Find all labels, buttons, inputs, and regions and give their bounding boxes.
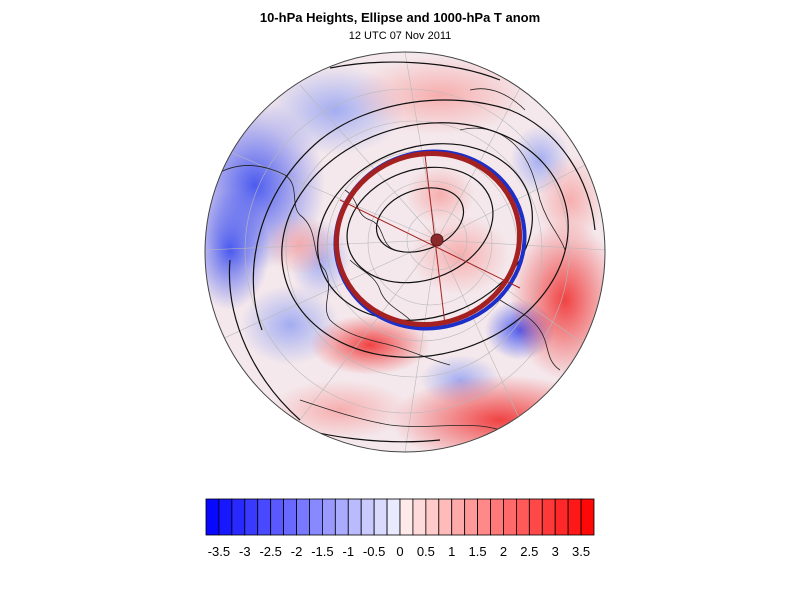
ellipse-red [333,151,523,327]
chart-title: 10-hPa Heights, Ellipse and 1000-hPa T a… [259,10,541,25]
colorbar-tick-label: 0 [396,544,404,559]
colorbar-tick-label: 2 [499,544,508,559]
vortex-ellipse [333,149,527,331]
colorbar-tick-label: -2 [290,544,303,559]
colorbar-segment [360,498,375,536]
colorbar-segment [425,498,440,536]
colorbar-segment [283,498,297,536]
colorbar-tick-label: 0.5 [416,544,435,559]
colorbar-tick-label: -1.5 [311,544,334,559]
colorbar-segment [218,498,233,536]
colorbar-segment [451,498,466,536]
colorbar-tick-label: -2.5 [259,544,282,559]
colorbar-segment [516,498,530,536]
colorbar-segment [347,498,362,536]
colorbar-tick-label: -0.5 [362,544,386,559]
colorbar-segment [205,498,220,536]
colorbar-segment [373,498,388,536]
colorbar-segment [231,498,246,536]
colorbar-tick-label: 1 [448,544,456,559]
colorbar-segment [321,498,336,536]
colorbar-segment [554,498,569,536]
colorbar-tick-label: -3.5 [207,544,231,559]
colorbar-segment [270,498,284,536]
colorbar-segment [477,498,491,536]
colorbar-tick-label: -3 [239,544,251,559]
colorbar-segment [438,498,453,536]
colorbar-tick-label: 1.5 [468,544,487,559]
colorbar-segment [503,498,517,536]
colorbar-segment [296,498,310,536]
chart-subtitle: 12 UTC 07 Nov 2011 [348,30,452,42]
colorbar-segment [257,498,272,536]
vortex-center-marker [430,233,444,247]
major-axis-line [339,199,521,289]
colorbar-segment [490,498,504,536]
colorbar-segment [334,498,349,536]
colorbar-tick-label: -1 [342,544,355,559]
globe-outline [204,51,606,453]
colorbar-tick-label: 3 [551,544,559,559]
colorbar-segment [464,498,478,536]
colorbar-segment [386,498,401,536]
colorbar-segment [541,498,556,536]
colorbar-segment [244,498,259,536]
height-contours [228,61,596,443]
colorbar-segment [528,498,543,536]
colorbar-tick-label: 3.5 [572,544,591,559]
colorbar-segment [309,498,323,536]
colorbar-segment [412,498,427,536]
colorbar-segment [580,498,595,536]
colorbar-segment [399,498,414,536]
colorbar-segment [567,498,582,536]
colorbar-tick-label: 2.5 [520,544,539,559]
